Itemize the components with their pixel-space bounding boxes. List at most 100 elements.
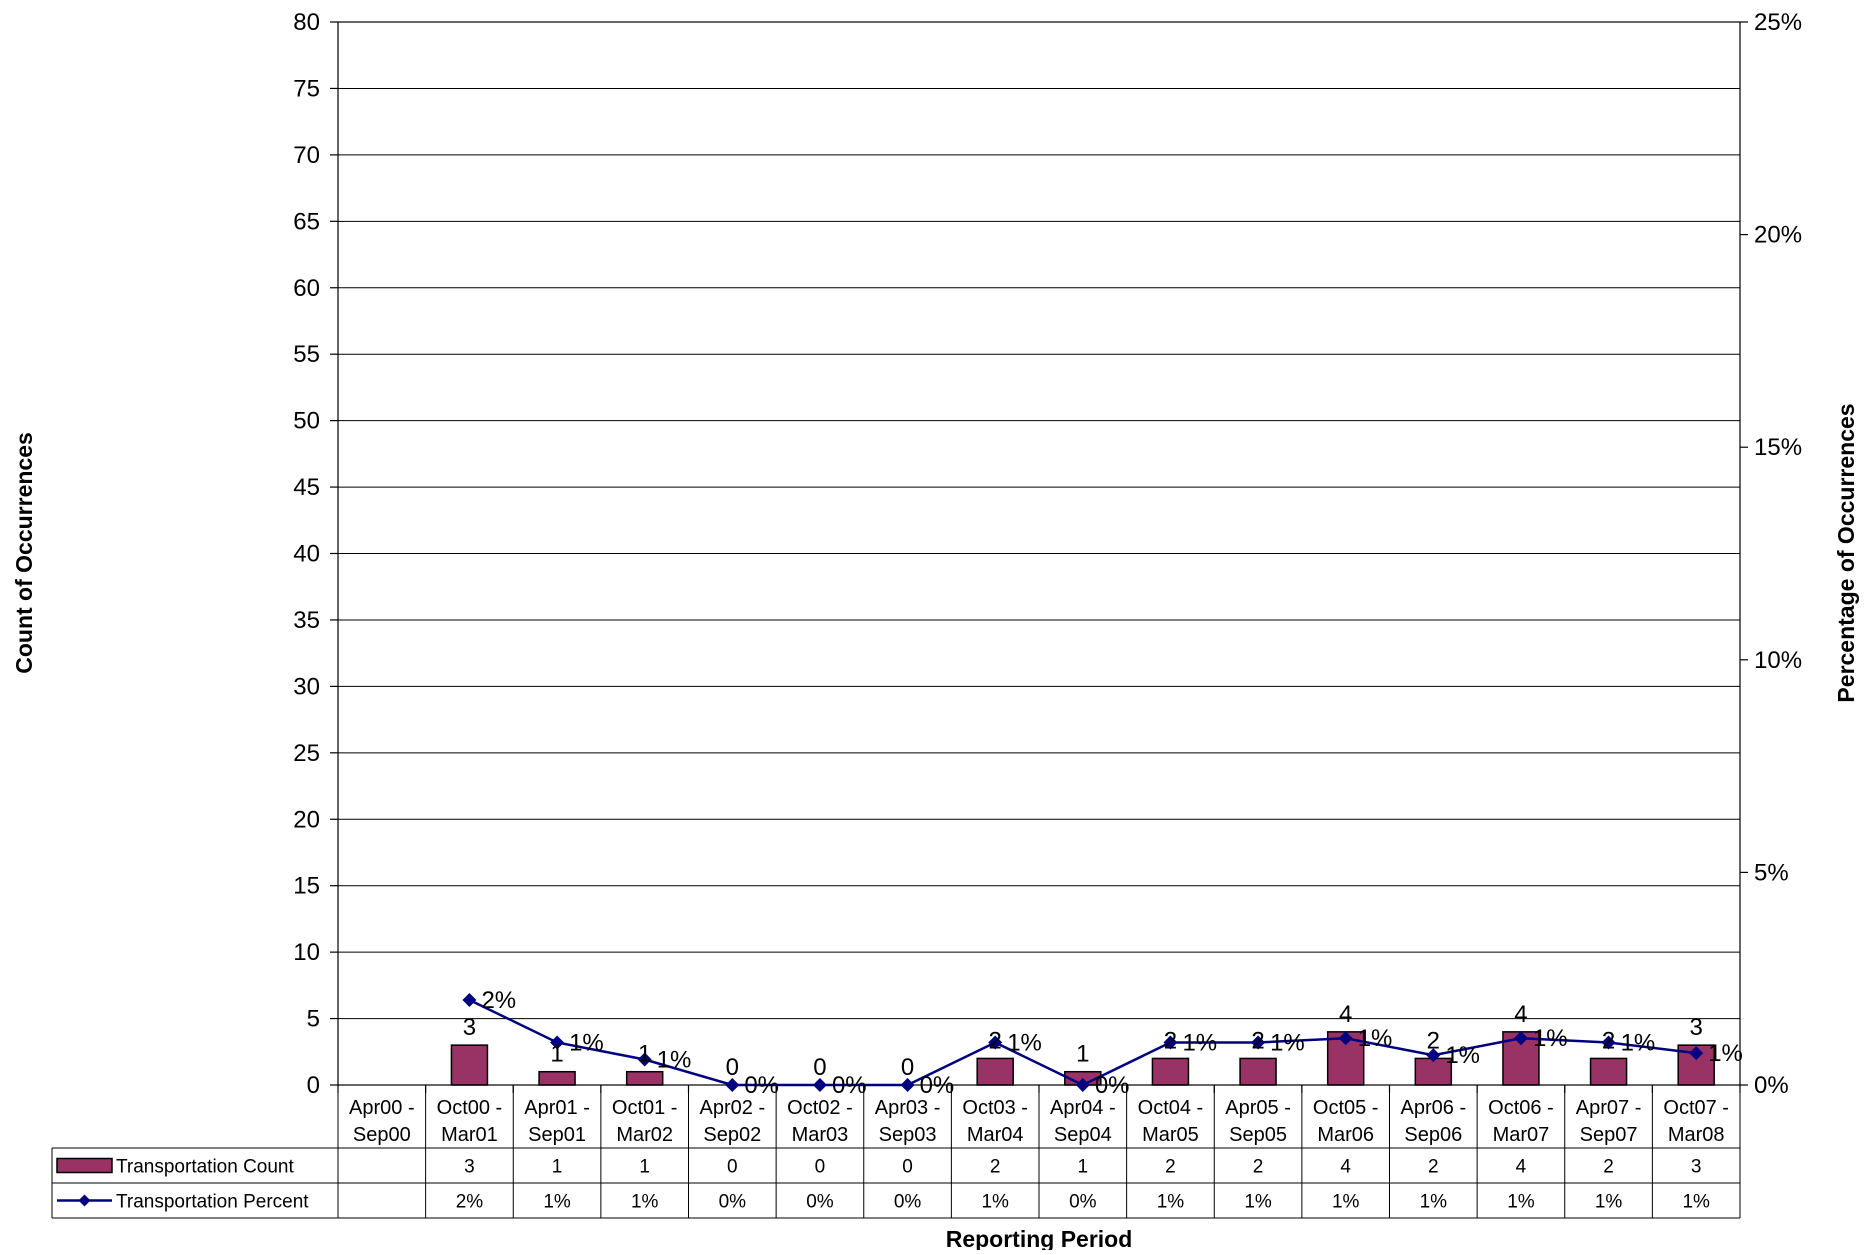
x-tick-label: Sep04 <box>1054 1124 1112 1146</box>
line-data-label: 1% <box>1182 1029 1217 1056</box>
y-tick-label: 30 <box>293 673 320 700</box>
bar <box>625 1070 664 1086</box>
x-tick-label: Apr00 - <box>349 1097 415 1119</box>
y-tick-label: 20 <box>293 806 320 833</box>
y-tick-label: 45 <box>293 474 320 501</box>
table-cell-count: 2 <box>1253 1157 1264 1178</box>
y-tick-label: 15 <box>293 873 320 900</box>
line-marker <box>900 1078 915 1092</box>
table-cell-count: 0 <box>815 1157 826 1178</box>
x-tick-label: Sep02 <box>703 1124 761 1146</box>
y-tick-label: 10 <box>293 939 320 966</box>
x-tick-label: Apr06 - <box>1401 1097 1467 1119</box>
y-tick-label: 55 <box>293 341 320 368</box>
legend-label-count: Transportation Count <box>116 1157 295 1178</box>
table-cell-count: 0 <box>727 1157 738 1178</box>
table-cell-count: 4 <box>1340 1157 1351 1178</box>
x-tick-label: Oct05 - <box>1313 1097 1379 1119</box>
x-tick-label: Mar08 <box>1668 1124 1725 1146</box>
x-tick-label: Sep05 <box>1229 1124 1287 1146</box>
x-tick-label: Oct03 - <box>962 1097 1028 1119</box>
x-tick-label: Mar03 <box>792 1124 849 1146</box>
y-right-tick-label: 5% <box>1754 859 1789 886</box>
line-data-label: 1% <box>1007 1029 1042 1056</box>
bar-data-label: 0 <box>813 1054 826 1081</box>
x-axis-title: Reporting Period <box>946 1226 1133 1250</box>
bar <box>450 1044 489 1086</box>
x-tick-label: Oct06 - <box>1488 1097 1554 1119</box>
gridlines <box>338 21 1740 1020</box>
line-data-label: 1% <box>1533 1025 1568 1052</box>
line-data-label: 1% <box>657 1046 692 1073</box>
line-marker <box>1163 1035 1178 1050</box>
axes: 051015202530354045505560657075800%5%10%1… <box>293 9 1802 1099</box>
line-series <box>462 992 1704 1092</box>
y-axis-title: Count of Occurrences <box>11 432 37 674</box>
table-cell-count: 2 <box>990 1157 1001 1178</box>
y-tick-label: 40 <box>293 541 320 568</box>
x-tick-label: Mar05 <box>1142 1124 1199 1146</box>
x-tick-label: Apr02 - <box>700 1097 766 1119</box>
bar-data-label: 2 <box>1427 1027 1440 1054</box>
y-tick-label: 25 <box>293 740 320 767</box>
table-cell-count: 3 <box>464 1157 475 1178</box>
x-tick-label: Sep03 <box>879 1124 937 1146</box>
y-tick-label: 75 <box>293 75 320 102</box>
table-cell-percent: 0% <box>719 1192 747 1213</box>
line-data-label: 0% <box>1095 1072 1130 1099</box>
bar <box>538 1070 576 1086</box>
bar-data-label: 1 <box>1076 1041 1089 1068</box>
bar <box>976 1057 1014 1086</box>
line-marker <box>462 992 477 1007</box>
bar-data-label: 4 <box>1339 1001 1352 1028</box>
x-tick-label: Mar06 <box>1317 1124 1374 1146</box>
bar-data-label: 1 <box>550 1041 563 1068</box>
y-right-tick-label: 0% <box>1754 1072 1789 1099</box>
table-cell-percent: 2% <box>456 1192 484 1213</box>
data-table: Apr00 - Sep00 Oct00 - Mar01 Apr01 - Sep01 Oct0… <box>51 1085 1741 1219</box>
line-data-label: 0% <box>832 1072 867 1099</box>
line-data-label: 0% <box>920 1072 955 1099</box>
y-tick-label: 35 <box>293 607 320 634</box>
line-marker <box>550 1035 565 1050</box>
table-cell-percent: 1% <box>1332 1192 1360 1213</box>
table-cell-count: 1 <box>639 1157 650 1178</box>
bar-data-label: 3 <box>463 1014 476 1041</box>
bar <box>1589 1057 1628 1086</box>
bar-data-label: 2 <box>1251 1027 1264 1054</box>
table-cell-count: 1 <box>552 1157 563 1178</box>
x-tick-label: Oct02 - <box>787 1097 853 1119</box>
line-data-label: 1% <box>1270 1029 1305 1056</box>
x-tick-label: Mar01 <box>441 1124 498 1146</box>
x-tick-label: Mar02 <box>616 1124 673 1146</box>
line-data-label: 2% <box>481 987 516 1014</box>
x-tick-label: Oct04 - <box>1138 1097 1204 1119</box>
x-tick-label: Oct07 - <box>1663 1097 1729 1119</box>
line-marker <box>988 1035 1003 1050</box>
x-tick-label: Mar04 <box>967 1124 1024 1146</box>
y-right-tick-label: 20% <box>1754 222 1802 249</box>
x-tick-label: Apr05 - <box>1225 1097 1291 1119</box>
table-cell-percent: 1% <box>1244 1192 1272 1213</box>
line-marker <box>1426 1048 1441 1063</box>
table-cell-count: 2 <box>1165 1157 1176 1178</box>
x-tick-label: Sep00 <box>353 1124 411 1146</box>
x-tick-label: Apr07 - <box>1576 1097 1642 1119</box>
table-cell-percent: 1% <box>1595 1192 1623 1213</box>
table-cell-count: 1 <box>1078 1157 1089 1178</box>
table-cell-percent: 0% <box>894 1192 922 1213</box>
bar-data-label: 0 <box>726 1054 739 1081</box>
y-axis-right-title: Percentage of Occurrences <box>1833 403 1859 702</box>
bar-data-label: 0 <box>901 1054 914 1081</box>
bar <box>1239 1057 1277 1086</box>
table-cell-count: 2 <box>1428 1157 1439 1178</box>
legend-bar-key <box>56 1157 113 1174</box>
x-tick-label: Apr01 - <box>524 1097 590 1119</box>
line-marker <box>637 1052 652 1067</box>
line-marker <box>812 1078 827 1092</box>
x-tick-label: Oct00 - <box>437 1097 503 1119</box>
y-tick-label: 5 <box>307 1006 320 1033</box>
line-data-label: 1% <box>1708 1040 1743 1067</box>
table-cell-percent: 0% <box>1069 1192 1097 1213</box>
